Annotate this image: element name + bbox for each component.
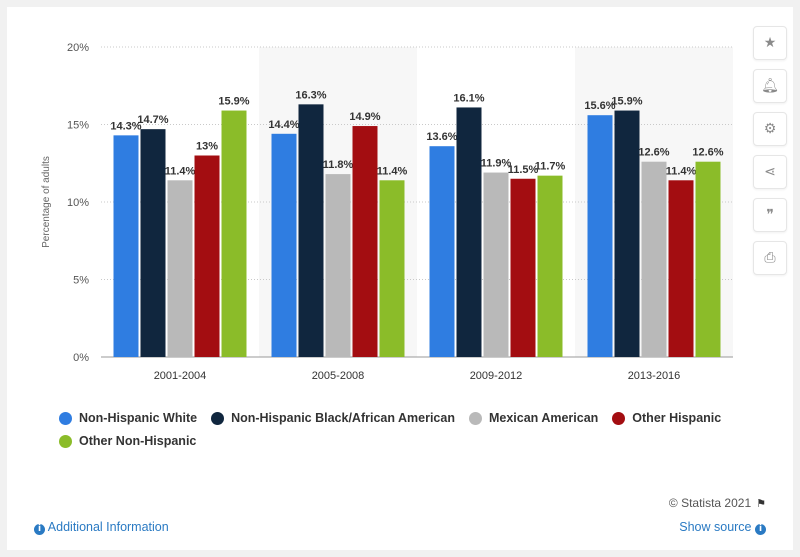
data-label: 15.6% bbox=[584, 100, 615, 112]
data-label: 12.6% bbox=[692, 147, 723, 159]
data-label: 15.9% bbox=[218, 96, 249, 108]
bell-icon[interactable]: 🔔︎ bbox=[753, 69, 787, 103]
bar bbox=[167, 180, 193, 357]
info-icon: i bbox=[34, 524, 45, 535]
show-source-link[interactable]: Show source i bbox=[679, 520, 766, 535]
data-label: 16.1% bbox=[453, 92, 484, 104]
data-label: 14.9% bbox=[349, 111, 380, 123]
legend-item[interactable]: Mexican American bbox=[468, 411, 599, 425]
y-tick-label: 5% bbox=[73, 275, 89, 287]
legend-label: Non-Hispanic Black/African American bbox=[231, 411, 455, 425]
legend-swatch bbox=[211, 411, 225, 425]
toolbar: ★ 🔔︎ ⚙ ⋖ ❞ ⎙ bbox=[753, 26, 787, 284]
star-icon[interactable]: ★ bbox=[753, 26, 787, 60]
additional-information-label: Additional Information bbox=[47, 520, 169, 534]
bar bbox=[614, 110, 640, 357]
data-label: 11.9% bbox=[481, 158, 512, 170]
x-tick-label: 2005-2008 bbox=[312, 370, 365, 382]
legend-label: Mexican American bbox=[488, 411, 599, 425]
share-icon[interactable]: ⋖ bbox=[753, 155, 787, 189]
data-label: 16.3% bbox=[295, 89, 326, 101]
data-label: 11.4% bbox=[165, 165, 196, 177]
statista-credit: © Statista 2021 ⚑ bbox=[669, 496, 766, 510]
bar bbox=[641, 161, 667, 357]
x-tick-label: 2001-2004 bbox=[154, 370, 207, 382]
legend-label: Other Hispanic bbox=[632, 411, 722, 425]
y-tick-label: 20% bbox=[67, 42, 89, 54]
y-tick-label: 0% bbox=[73, 352, 89, 364]
bar bbox=[429, 146, 455, 357]
legend-swatch bbox=[468, 411, 482, 425]
data-label: 11.4% bbox=[666, 165, 697, 177]
data-label: 13.6% bbox=[426, 131, 457, 143]
quote-icon[interactable]: ❞ bbox=[753, 198, 787, 232]
bar bbox=[587, 115, 613, 357]
additional-information-link[interactable]: i Additional Information bbox=[34, 520, 169, 535]
credit-text: © Statista 2021 bbox=[668, 496, 752, 510]
legend-swatch bbox=[59, 411, 72, 425]
bar bbox=[325, 174, 351, 357]
bar bbox=[298, 104, 324, 357]
bar bbox=[668, 180, 694, 357]
data-label: 11.5% bbox=[508, 164, 539, 176]
data-label: 15.9% bbox=[611, 96, 642, 108]
legend-swatch bbox=[59, 434, 72, 448]
x-tick-label: 2013-2016 bbox=[628, 370, 681, 382]
bar bbox=[483, 172, 509, 357]
legend-item[interactable]: Non-Hispanic White bbox=[59, 411, 197, 425]
bar bbox=[456, 107, 482, 357]
bar bbox=[221, 110, 247, 357]
bar bbox=[695, 161, 721, 357]
y-tick-label: 10% bbox=[67, 197, 89, 209]
legend-item[interactable]: Other Hispanic bbox=[612, 411, 721, 425]
bar bbox=[352, 126, 378, 357]
bar bbox=[271, 133, 297, 357]
data-label: 12.6% bbox=[638, 147, 669, 159]
data-label: 14.4% bbox=[268, 119, 299, 131]
info-icon: i bbox=[755, 524, 766, 535]
data-label: 11.4% bbox=[377, 165, 408, 177]
print-icon[interactable]: ⎙ bbox=[753, 241, 787, 275]
chart-card: 0% 5% 10% 15% 20% Percentage of adults 14.3% 14… bbox=[7, 7, 793, 550]
x-tick-label: 2009-2012 bbox=[470, 370, 523, 382]
bar-chart: 0%5%10%15%20%Percentage of adults14.3%14… bbox=[41, 42, 733, 382]
legend-item[interactable]: Other Non-Hispanic bbox=[59, 434, 196, 448]
bar bbox=[537, 175, 563, 357]
chart-legend: Non-Hispanic White Non-Hispanic Black/Afr… bbox=[59, 411, 759, 457]
data-label: 11.7% bbox=[535, 161, 566, 173]
legend-label: Other Non-Hispanic bbox=[79, 434, 197, 448]
gear-icon[interactable]: ⚙ bbox=[753, 112, 787, 146]
data-label: 14.7% bbox=[137, 114, 168, 126]
flag-icon[interactable]: ⚑ bbox=[756, 497, 766, 510]
data-label: 13% bbox=[196, 141, 218, 153]
legend-swatch bbox=[612, 411, 626, 425]
data-label: 11.8% bbox=[323, 159, 354, 171]
bar bbox=[140, 129, 166, 357]
legend-item[interactable]: Non-Hispanic Black/African American bbox=[211, 411, 455, 425]
bar bbox=[379, 180, 405, 357]
bar bbox=[113, 135, 139, 357]
show-source-label: Show source bbox=[679, 520, 752, 534]
bar bbox=[194, 155, 220, 357]
data-label: 14.3% bbox=[110, 120, 141, 132]
y-tick-label: 15% bbox=[67, 120, 89, 132]
y-axis-title: Percentage of adults bbox=[41, 156, 52, 248]
bar bbox=[510, 178, 536, 357]
legend-label: Non-Hispanic White bbox=[79, 411, 198, 425]
